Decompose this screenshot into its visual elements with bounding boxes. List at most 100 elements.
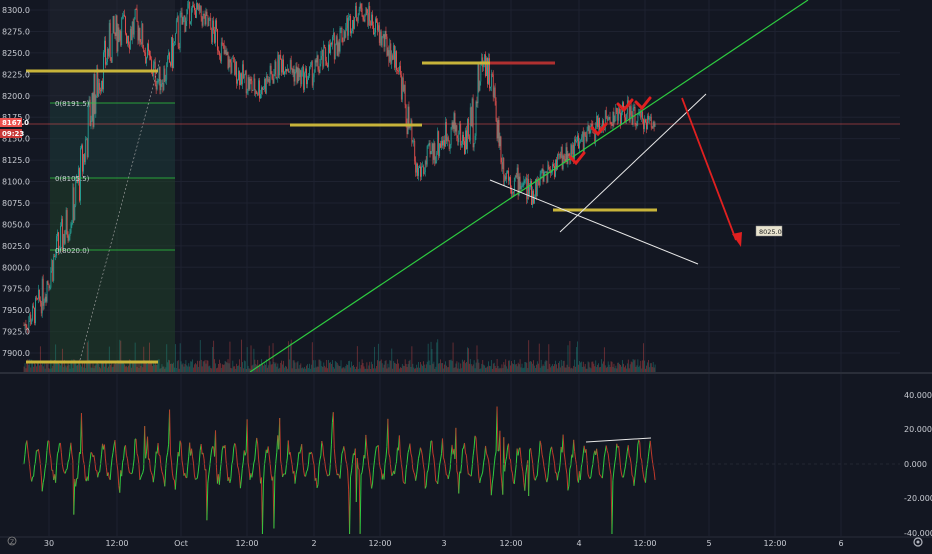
- volume-bar: [492, 369, 493, 372]
- candle-body: [459, 124, 460, 134]
- volume-bar: [574, 360, 575, 372]
- volume-bar: [256, 365, 257, 372]
- volume-bar: [305, 369, 306, 372]
- candle-body: [347, 18, 348, 36]
- candle-body: [436, 153, 437, 161]
- volume-bar: [324, 366, 325, 372]
- volume-bar: [601, 359, 602, 372]
- candle-body: [450, 145, 451, 149]
- osc-tick-label: -20.000: [904, 494, 932, 503]
- candle-body: [510, 177, 511, 189]
- volume-bar: [539, 344, 540, 372]
- volume-bar: [471, 364, 472, 372]
- volume-bar: [140, 362, 141, 372]
- candle-body: [521, 186, 522, 189]
- volume-bar: [414, 369, 415, 372]
- candle-body: [379, 25, 380, 43]
- candle-body: [171, 37, 172, 66]
- candle-body: [289, 71, 290, 72]
- volume-bar: [185, 364, 186, 372]
- volume-bar: [637, 365, 638, 372]
- fib-label-mid: 0(8105.5): [55, 175, 90, 183]
- candle-body: [191, 8, 192, 21]
- volume-bar: [225, 361, 226, 372]
- candle-body: [205, 15, 206, 25]
- candle-body: [33, 306, 34, 308]
- candle-body: [345, 28, 346, 38]
- candle-body: [572, 145, 573, 154]
- candle-body: [356, 6, 357, 21]
- volume-bar: [648, 360, 649, 372]
- volume-bar: [75, 363, 76, 372]
- candle-body: [202, 17, 203, 25]
- volume-bar: [169, 360, 170, 372]
- candle-body: [96, 69, 97, 96]
- candle-body: [435, 161, 436, 163]
- candle-body: [404, 85, 405, 91]
- volume-bar: [208, 361, 209, 372]
- candle-body: [564, 156, 565, 159]
- candle-body: [137, 9, 138, 21]
- candle-body: [123, 15, 124, 16]
- volume-bar: [479, 369, 480, 372]
- volume-bar: [650, 363, 651, 372]
- candle-body: [576, 141, 577, 142]
- volume-bar: [208, 366, 209, 372]
- candle-body: [396, 51, 397, 70]
- price-tick-label: 8225.0: [2, 70, 30, 79]
- volume-bar: [572, 369, 573, 372]
- volume-bar: [234, 366, 235, 372]
- volume-bar: [525, 362, 526, 372]
- volume-bar: [215, 363, 216, 372]
- volume-bar: [430, 365, 431, 372]
- volume-bar: [490, 366, 491, 372]
- candle-body: [57, 232, 58, 236]
- candle-body: [73, 187, 74, 220]
- volume-bar: [326, 360, 327, 372]
- candle-body: [218, 50, 219, 51]
- volume-bar: [645, 369, 646, 372]
- volume-bar: [171, 364, 172, 372]
- volume-bar: [433, 364, 434, 372]
- volume-bar: [39, 365, 40, 372]
- candle-body: [585, 132, 586, 135]
- volume-bar: [480, 368, 481, 372]
- candle-body: [211, 29, 212, 43]
- volume-bar: [506, 366, 507, 372]
- candle-body: [208, 21, 209, 26]
- candle-body: [255, 91, 256, 94]
- volume-bar: [237, 366, 238, 372]
- candle-body: [586, 136, 587, 142]
- volume-bar: [587, 369, 588, 372]
- volume-bar: [226, 362, 227, 372]
- candle-body: [569, 154, 570, 156]
- volume-bar: [146, 363, 147, 372]
- volume-bar: [43, 366, 44, 372]
- candle-body: [378, 25, 379, 30]
- volume-bar: [588, 361, 589, 372]
- volume-bar: [598, 363, 599, 372]
- volume-bar: [127, 367, 128, 372]
- volume-bar: [294, 360, 295, 372]
- time-tick-label: 4: [576, 539, 581, 548]
- volume-bar: [276, 363, 277, 372]
- candle-body: [276, 78, 277, 79]
- candle-body: [127, 36, 128, 43]
- volume-bar: [331, 364, 332, 372]
- oscillator-pane[interactable]: [22, 376, 900, 536]
- osc-tick-label: 0.000: [904, 460, 927, 469]
- candle-body: [344, 31, 345, 37]
- volume-bar: [238, 366, 239, 372]
- fib-label-low: 0(8020.0): [55, 247, 90, 255]
- candle-body: [471, 107, 472, 126]
- candle-body: [349, 16, 350, 17]
- volume-bar: [487, 366, 488, 372]
- volume-bar: [109, 347, 110, 372]
- volume-bar: [409, 361, 410, 372]
- candle-body: [37, 298, 38, 299]
- candle-body: [306, 68, 307, 84]
- candle-body: [463, 135, 464, 141]
- volume-bar: [192, 359, 193, 372]
